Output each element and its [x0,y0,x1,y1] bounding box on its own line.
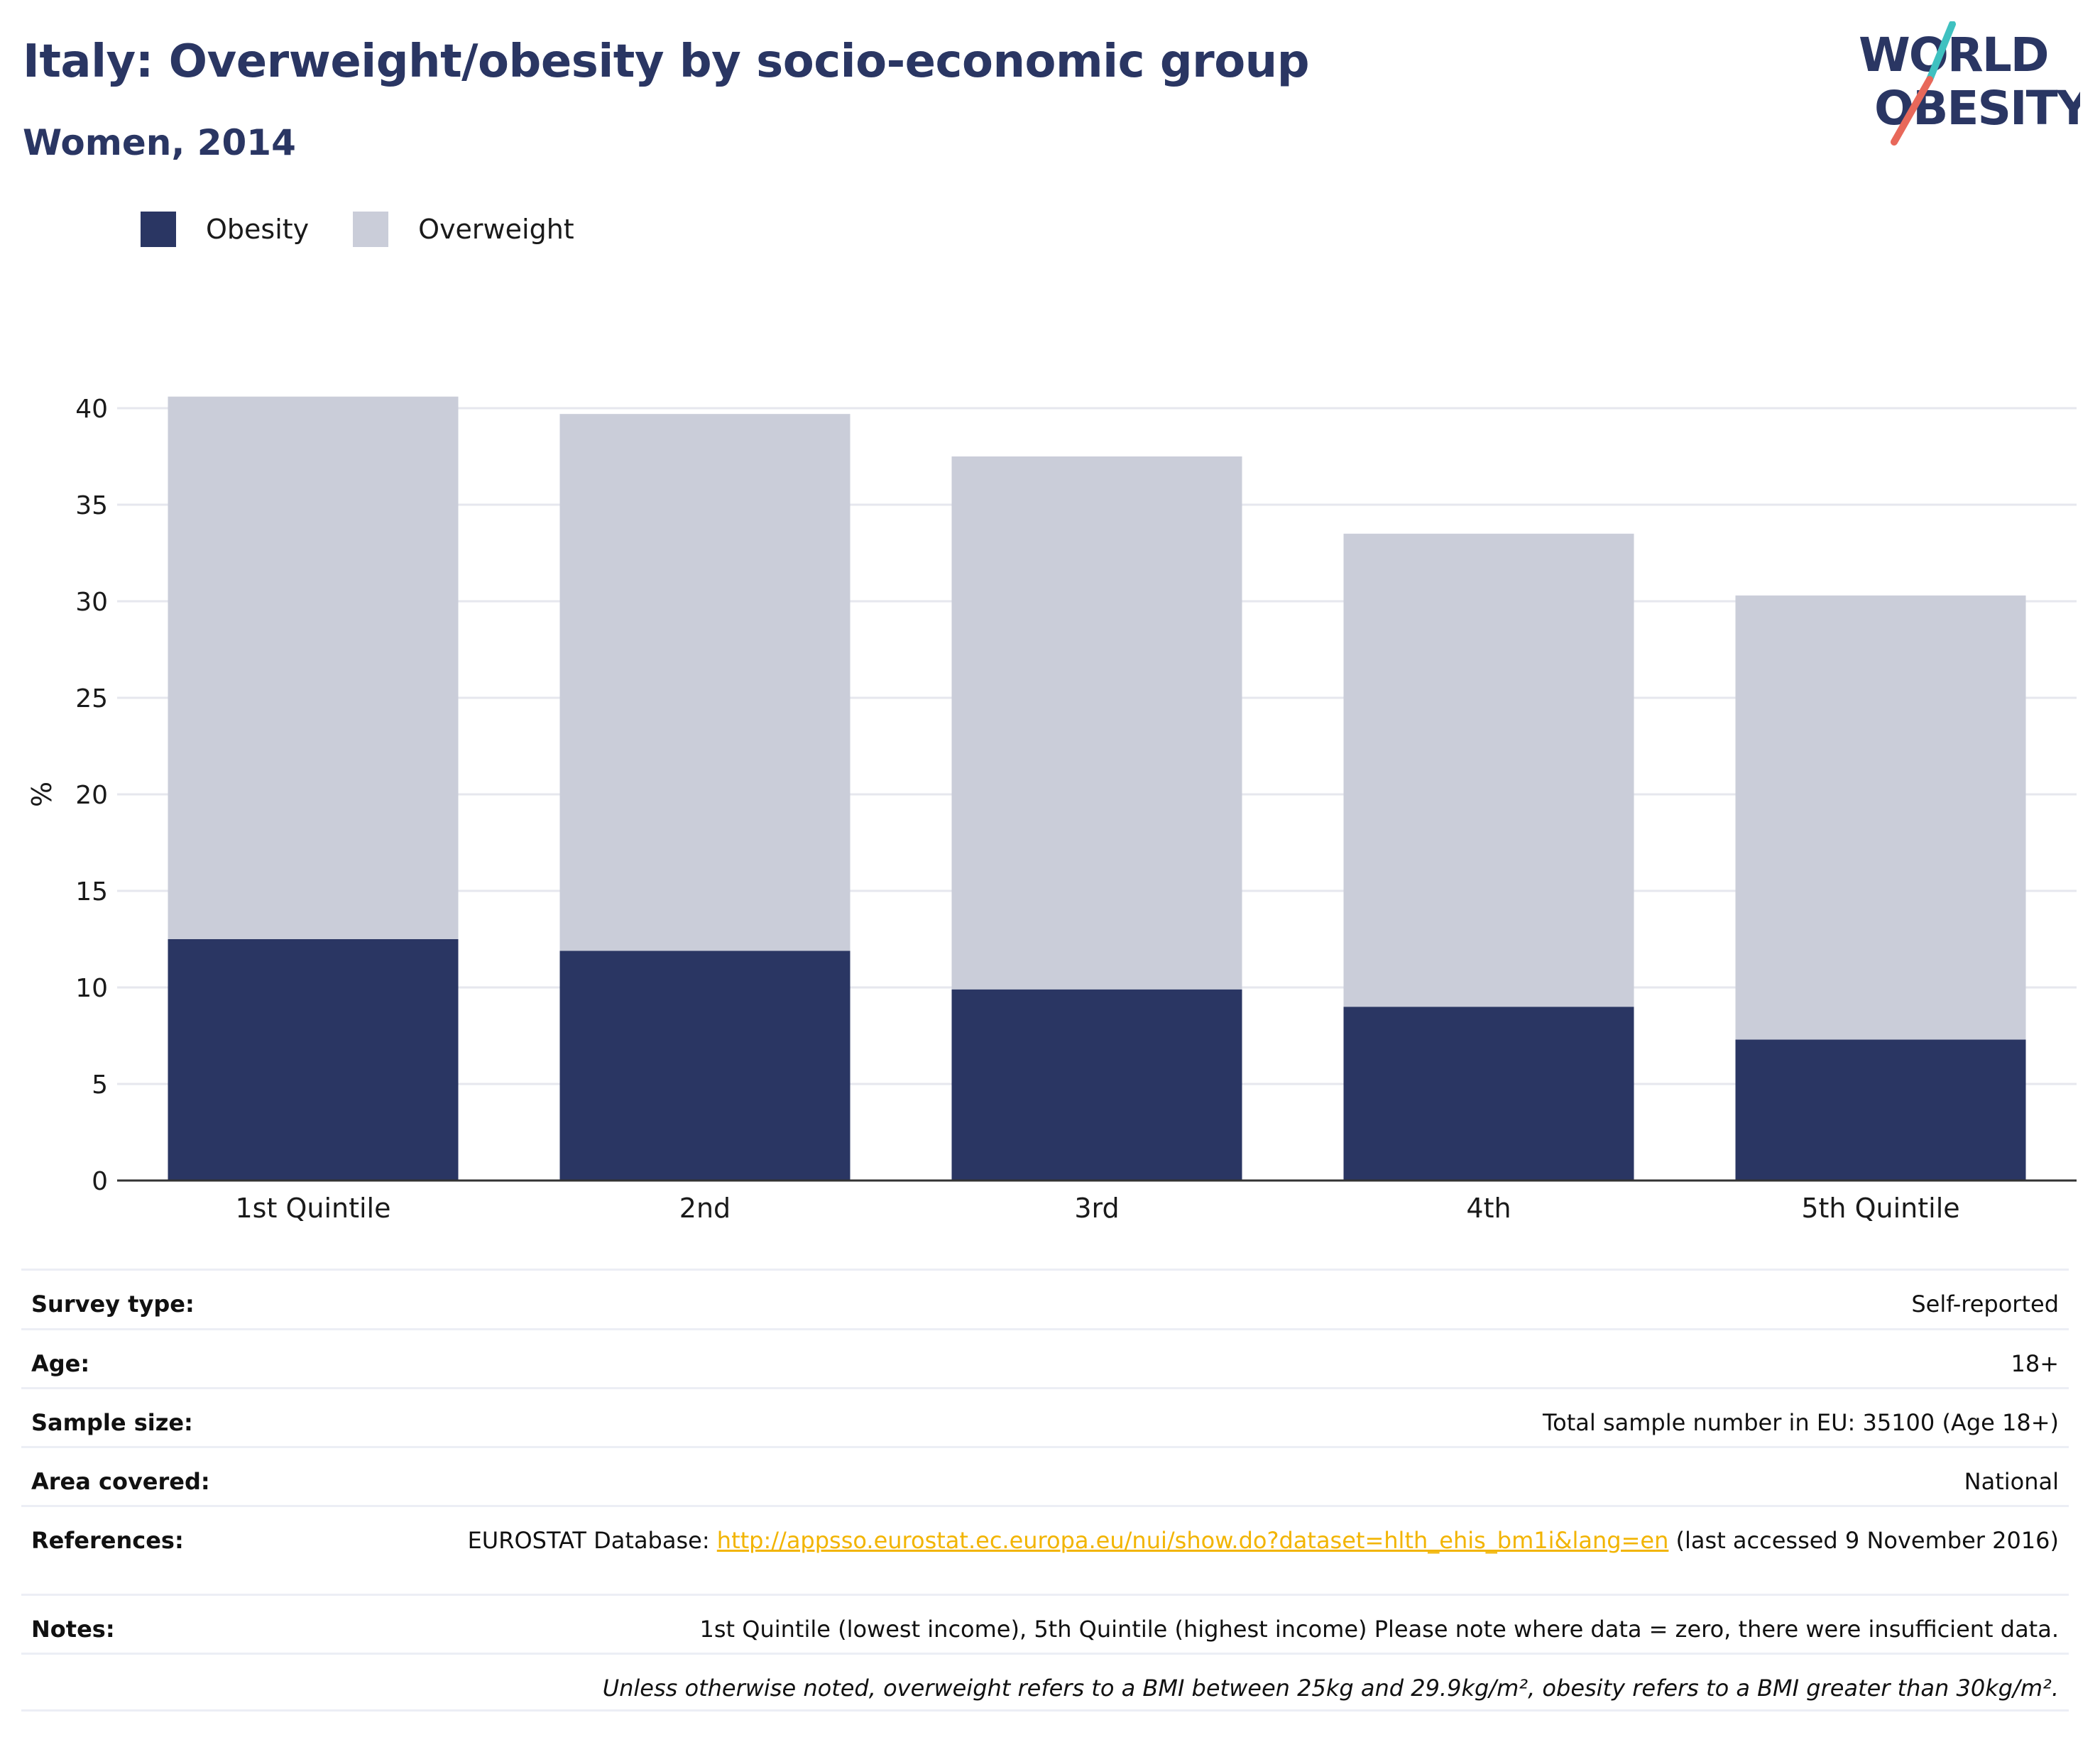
info-row-footnote: Unless otherwise noted, overweight refer… [21,1653,2069,1712]
bar-obesity-5[interactable] [1735,1039,2026,1181]
bar-overweight-4[interactable] [1343,533,1634,1007]
bmi-footnote: Unless otherwise noted, overweight refer… [602,1675,2059,1702]
legend-swatch-obesity [141,212,176,247]
info-value-notes: 1st Quintile (lowest income), 5th Quinti… [699,1616,2060,1643]
survey-info-table: Survey type: Self-reported Age: 18+ Samp… [21,1269,2069,1712]
info-value-references: EUROSTAT Database: http://appsso.eurosta… [468,1526,2059,1555]
info-value-sample-size: Total sample number in EU: 35100 (Age 18… [1543,1409,2059,1436]
info-label-references: References: [31,1527,184,1554]
y-axis-label: % [26,782,58,807]
y-tick-label: 25 [75,684,108,713]
info-label-age: Age: [31,1350,90,1377]
x-tick-label: 5th Quintile [1801,1193,1959,1224]
y-tick-label: 40 [75,395,108,424]
legend-item-overweight[interactable]: Overweight [353,212,574,247]
info-value-area-covered: National [1964,1468,2059,1495]
reference-prefix: EUROSTAT Database: [467,1527,717,1554]
y-tick-label: 30 [75,588,108,617]
info-label-notes: Notes: [31,1616,115,1643]
bar-overweight-2[interactable] [559,414,851,951]
chart-legend: Obesity Overweight [141,212,618,247]
x-tick-label: 3rd [1074,1193,1119,1224]
y-tick-label: 5 [92,1070,108,1100]
legend-item-obesity[interactable]: Obesity [141,212,309,247]
logo-word-obesity: OBESITY [1874,81,2080,136]
x-tick-label: 4th [1466,1193,1511,1224]
info-value-age: 18+ [2011,1350,2059,1377]
bar-overweight-3[interactable] [951,456,1242,990]
reference-suffix: (last accessed 9 November 2016) [1668,1527,2059,1554]
bar-overweight-5[interactable] [1735,595,2026,1040]
info-row-sample-size: Sample size: Total sample number in EU: … [21,1387,2069,1446]
info-row-survey-type: Survey type: Self-reported [21,1269,2069,1328]
logo-slash-red [1891,76,1933,146]
info-row-notes: Notes: 1st Quintile (lowest income), 5th… [21,1594,2069,1653]
bar-overweight-1[interactable] [168,396,459,939]
bar-obesity-1[interactable] [168,939,459,1181]
y-tick-label: 20 [75,781,108,810]
y-tick-label: 35 [75,491,108,520]
y-tick-label: 10 [75,974,108,1003]
info-label-survey-type: Survey type: [31,1291,195,1318]
legend-label-overweight: Overweight [418,214,574,245]
world-obesity-logo: WORLD OBESITY [1859,21,2080,146]
logo-word-world: WORLD [1859,28,2048,82]
y-tick-label: 15 [75,877,108,907]
x-tick-label: 1st Quintile [236,1193,391,1224]
info-row-references: References: EUROSTAT Database: http://ap… [21,1505,2069,1594]
logo-slash-teal [1926,21,1956,83]
chart-subtitle: Women, 2014 [23,122,296,163]
legend-swatch-overweight [353,212,389,247]
info-row-age: Age: 18+ [21,1328,2069,1387]
legend-label-obesity: Obesity [206,214,310,245]
bar-obesity-2[interactable] [559,951,851,1181]
info-row-area-covered: Area covered: National [21,1446,2069,1505]
info-label-area-covered: Area covered: [31,1468,210,1495]
chart-title: Italy: Overweight/obesity by socio-econo… [23,35,1310,88]
bar-chart: 0 5 10 15 20 25 30 35 40% 1st Quintile 2nd 3rd 4th 5t… [26,395,2077,1224]
info-label-sample-size: Sample size: [31,1409,193,1436]
y-tick-label: 0 [92,1167,108,1196]
eurostat-link[interactable]: http://appsso.eurostat.ec.europa.eu/nui/… [716,1527,1669,1554]
info-value-survey-type: Self-reported [1911,1291,2059,1318]
bar-obesity-3[interactable] [951,989,1242,1181]
bar-obesity-4[interactable] [1343,1007,1634,1181]
x-tick-label: 2nd [679,1193,731,1224]
